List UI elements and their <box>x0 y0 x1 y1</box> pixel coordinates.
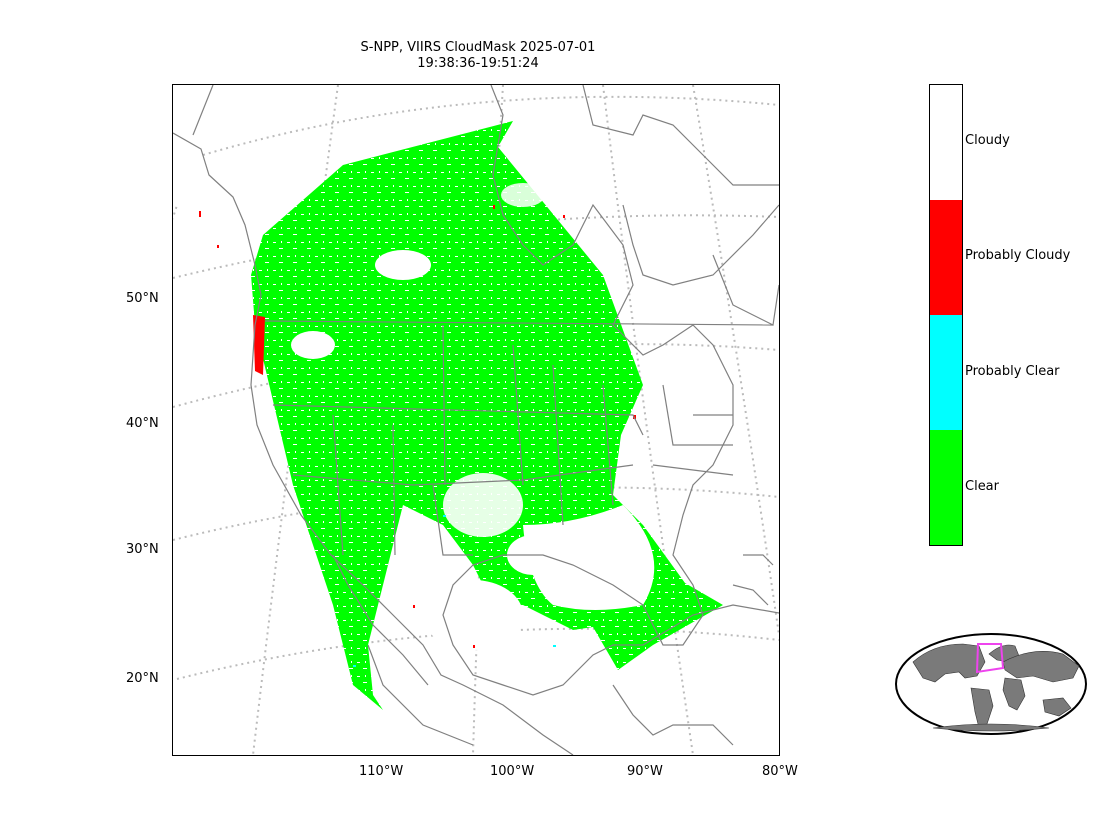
colorbar-segment-probably-cloudy <box>930 200 962 315</box>
colorbar-segment-clear <box>930 430 962 545</box>
map-canvas <box>173 85 779 755</box>
colorbar-segment-probably-clear <box>930 315 962 430</box>
cloudmask-swath <box>199 121 723 710</box>
world-inset-map-icon <box>893 632 1089 736</box>
lon-label-100w: 100°W <box>490 764 535 779</box>
lon-label-90w: 90°W <box>627 764 663 779</box>
lat-label-30n: 30°N <box>126 542 159 557</box>
colorbar-label-cloudy: Cloudy <box>965 133 1010 148</box>
plot-subtitle-time-range: 19:38:36-19:51:24 <box>417 56 539 71</box>
lon-label-110w: 110°W <box>359 764 404 779</box>
colorbar-label-clear: Clear <box>965 479 999 494</box>
lat-label-20n: 20°N <box>126 671 159 686</box>
colorbar-segment-cloudy <box>930 85 962 200</box>
colorbar-label-probably-clear: Probably Clear <box>965 364 1060 379</box>
lon-label-80w: 80°W <box>762 764 798 779</box>
coastlines-and-borders <box>173 85 779 755</box>
plot-title: S-NPP, VIIRS CloudMask 2025-07-01 <box>360 40 596 55</box>
colorbar-label-probably-cloudy: Probably Cloudy <box>965 248 1071 263</box>
colorbar <box>929 84 963 546</box>
lat-label-50n: 50°N <box>126 291 159 306</box>
map-panel <box>172 84 780 756</box>
lat-label-40n: 40°N <box>126 416 159 431</box>
